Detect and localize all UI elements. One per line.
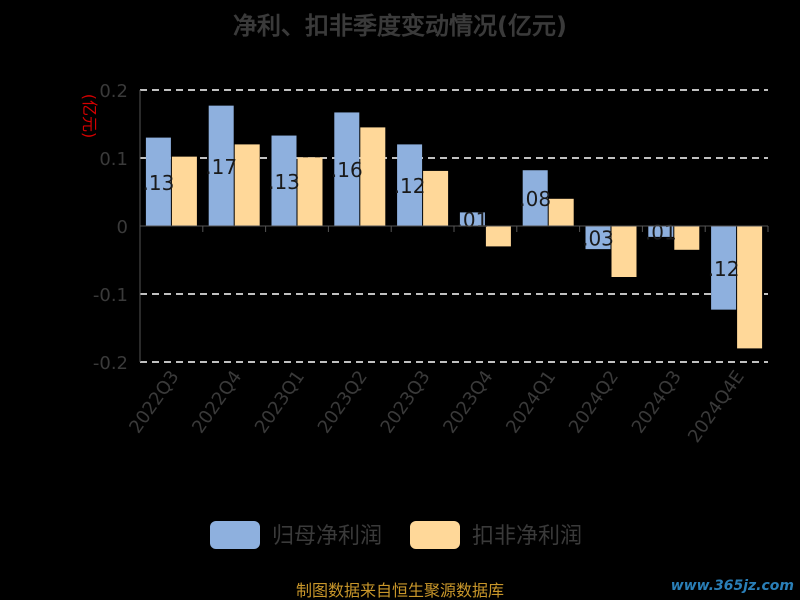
x-tick-label: 2023Q3	[377, 367, 435, 438]
data-label: .01	[456, 208, 488, 232]
bar-deducted-profit	[234, 144, 260, 226]
y-tick-label: 0.2	[99, 81, 128, 102]
legend-label: 归母净利润	[272, 524, 382, 549]
bar-net-profit	[585, 226, 611, 250]
axes	[139, 90, 769, 362]
x-tick-label: 2024Q3	[628, 367, 686, 438]
legend-swatch	[210, 521, 260, 549]
bar-net-profit	[271, 135, 297, 226]
x-tick-label: 2023Q1	[251, 367, 309, 438]
bar-net-profit	[208, 105, 234, 226]
data-label: .01	[645, 220, 677, 244]
chart-title: 净利、扣非季度变动情况(亿元)	[233, 12, 567, 40]
y-axis-unit-label: (亿元)	[80, 94, 99, 139]
x-tick-label: 2024Q4E	[684, 367, 749, 447]
bar-deducted-profit	[674, 226, 700, 250]
bar-net-profit	[522, 170, 548, 226]
bar-deducted-profit	[611, 226, 637, 277]
bars	[145, 105, 763, 349]
y-tick-label: 0.1	[99, 149, 128, 170]
y-tick-label: 0	[117, 217, 128, 238]
legend-item[interactable]: 扣非净利润	[410, 521, 582, 549]
data-labels: .13 .17 .13 .16 .12 .01 .08 .03 .01 .12	[142, 155, 739, 281]
data-label: .12	[708, 257, 740, 281]
legend-item[interactable]: 归母净利润	[210, 521, 382, 549]
data-label: .16	[331, 158, 363, 182]
data-label: .12	[394, 174, 426, 198]
x-tick-label: 2022Q3	[125, 367, 183, 438]
data-label: .17	[205, 155, 237, 179]
grid-lines	[140, 89, 768, 363]
bar-deducted-profit	[171, 156, 197, 226]
x-tick-label: 2024Q1	[502, 367, 560, 438]
y-tick-label: -0.2	[93, 353, 128, 374]
bar-deducted-profit	[485, 226, 511, 247]
legend-label: 扣非净利润	[472, 524, 582, 549]
bar-net-profit	[334, 112, 360, 226]
bar-deducted-profit	[297, 157, 323, 226]
bar-deducted-profit	[737, 226, 763, 349]
legend-swatch	[410, 521, 460, 549]
x-axis-ticks: 2022Q3 2022Q4 2023Q1 2023Q2 2023Q3 2023Q4 2024…	[125, 367, 748, 447]
bar-net-profit	[145, 137, 171, 226]
bar-deducted-profit	[548, 198, 574, 226]
y-axis-ticks: 0.2 0.1 0 -0.1 -0.2	[93, 81, 128, 374]
bar-deducted-profit	[360, 127, 386, 226]
bar-deducted-profit	[423, 170, 449, 226]
bar-net-profit	[711, 226, 737, 310]
x-tick-label: 2023Q2	[314, 367, 372, 438]
bar-net-profit	[397, 144, 423, 226]
bar-net-profit	[459, 212, 485, 226]
x-tick-label: 2022Q4	[188, 367, 246, 438]
x-tick-label: 2023Q4	[439, 367, 497, 438]
watermark: www.365jz.com	[671, 578, 794, 594]
y-tick-label: -0.1	[93, 285, 128, 306]
bar-net-profit	[648, 226, 674, 237]
legend[interactable]: 归母净利润 扣非净利润	[210, 521, 582, 549]
x-tick-label: 2024Q2	[565, 367, 623, 438]
data-label: .13	[268, 170, 300, 194]
data-source-footer: 制图数据来自恒生聚源数据库	[296, 581, 504, 600]
data-label: .08	[519, 187, 551, 211]
data-label: .13	[142, 171, 174, 195]
data-label: .03	[582, 227, 614, 251]
